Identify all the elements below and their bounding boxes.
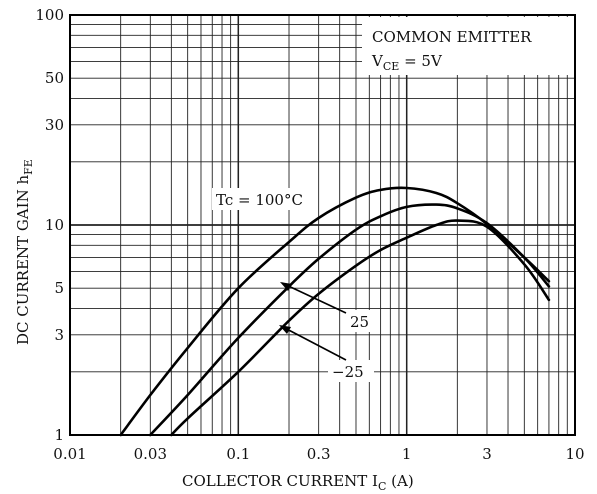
label-tc100: Tc = 100°C (216, 191, 303, 209)
arrowhead-25 (280, 282, 292, 291)
label-bg-tc100 (212, 188, 310, 210)
y-tick-label: 10 (45, 216, 64, 234)
x-tick-label: 10 (565, 445, 584, 463)
x-tick-label: 3 (482, 445, 492, 463)
x-tick-label: 0.03 (134, 445, 167, 463)
x-tick-label: 0.01 (53, 445, 86, 463)
y-tick-label: 50 (45, 69, 64, 87)
grid-lines (69, 14, 576, 436)
label-25: 25 (350, 313, 369, 331)
label-bg-m25 (328, 360, 374, 382)
series-line-1 (149, 203, 551, 437)
y-tick-label: 3 (54, 326, 64, 344)
label-m25: −25 (332, 363, 364, 381)
x-tick-label: 0.1 (226, 445, 250, 463)
annotation-box (362, 17, 574, 75)
annotation-line1: COMMON EMITTER (372, 28, 532, 46)
annotation-line2: VCE = 5V (371, 52, 443, 73)
leader-m25 (280, 325, 347, 361)
y-axis-label: DC CURRENT GAIN hFE (14, 159, 35, 345)
leader-25 (281, 282, 347, 314)
tick-labels: 0.01 0.03 0.1 0.3 1 3 10 1 3 5 10 30 50 100 (35, 6, 584, 463)
series-line-2 (170, 219, 551, 437)
x-tick-label: 0.3 (307, 445, 331, 463)
x-axis-label: COLLECTOR CURRENT IC (A) (182, 472, 414, 493)
curves (119, 186, 551, 437)
arrowhead-m25 (279, 325, 291, 334)
y-tick-label: 1 (54, 426, 64, 444)
y-tick-label: 30 (45, 116, 64, 134)
x-tick-label: 1 (402, 445, 412, 463)
plot-frame (69, 14, 576, 436)
label-bg-25 (346, 310, 374, 332)
y-tick-label: 5 (54, 279, 64, 297)
y-tick-label: 100 (35, 6, 64, 24)
